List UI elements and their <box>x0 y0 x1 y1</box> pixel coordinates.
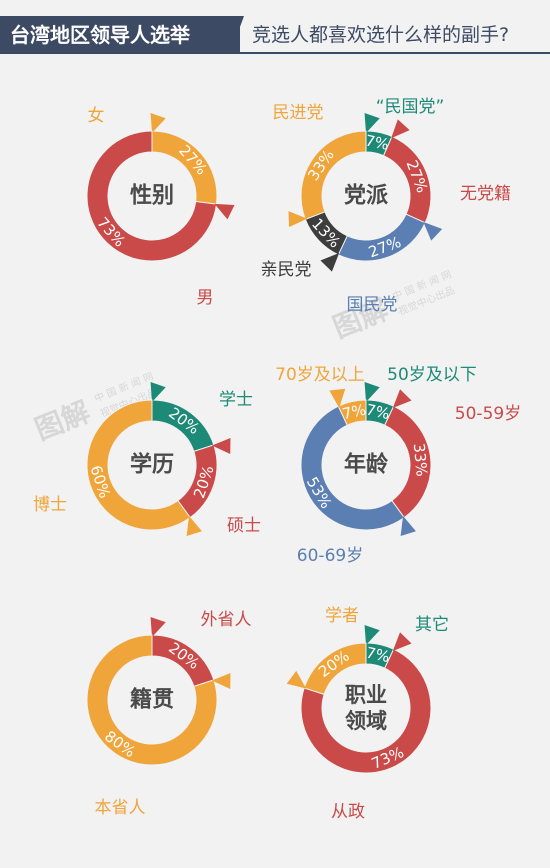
page-title: 台湾地区领导人选举 <box>0 16 240 54</box>
donut-slice <box>337 399 367 426</box>
slice-category-label: 学士 <box>219 390 253 410</box>
title-bar: 台湾地区领导人选举 竞选人都喜欢选什么样的副手? <box>0 16 550 54</box>
slice-pointer <box>288 211 308 228</box>
donut-slice <box>86 634 218 766</box>
slice-category-label: 从政 <box>331 802 365 822</box>
donut-center-label-line1: 职业 <box>345 683 387 707</box>
donut-center-label: 性别 <box>130 184 174 209</box>
slice-category-label: 博士 <box>33 495 67 515</box>
slice-category-label: 国民党 <box>347 295 398 315</box>
slice-pointer <box>329 388 346 408</box>
page-subtitle: 竞选人都喜欢选什么样的副手? <box>252 24 510 46</box>
slice-category-label: 无党籍 <box>460 184 511 204</box>
donut-slice <box>300 130 367 220</box>
donut-center-label: 党派 <box>344 184 388 209</box>
slice-pointer <box>186 515 202 537</box>
slice-pointer <box>320 252 340 272</box>
slice-pointer <box>400 515 416 537</box>
donut-center-label: 年龄 <box>344 452 389 478</box>
slice-category-label: 50-59岁 <box>455 404 521 424</box>
slice-category-label: 女 <box>88 106 105 126</box>
slice-pointer <box>150 382 166 402</box>
slice-pointer <box>392 389 412 408</box>
slice-category-label: 其它 <box>415 615 449 635</box>
donut-slice <box>300 648 432 774</box>
slice-percent-label: 7% <box>364 131 391 153</box>
slice-category-label: 男 <box>197 288 214 308</box>
donut-chart-1: 27%女73%男性别 <box>86 106 235 308</box>
slice-pointer <box>211 437 231 455</box>
slice-pointer <box>423 222 443 241</box>
watermark-brand: 图解 <box>30 395 94 447</box>
slice-category-label: 外省人 <box>201 610 252 630</box>
title-slash-decoration <box>230 16 244 54</box>
slice-category-label: “民国党” <box>376 97 445 117</box>
slice-percent-label: 7% <box>364 400 391 423</box>
donut-center-label-line2: 领域 <box>345 709 387 733</box>
slice-category-label: 70岁及以上 <box>275 365 365 385</box>
slice-pointer <box>214 203 235 220</box>
slice-percent-label: 7% <box>341 400 368 423</box>
slice-category-label: 50岁及以下 <box>387 365 477 385</box>
donut-slice <box>86 130 218 262</box>
slice-pointer <box>391 119 410 139</box>
slice-pointer <box>364 382 380 402</box>
slice-pointer <box>150 113 166 133</box>
donut-slice <box>86 399 191 531</box>
donut-center-label: 学历 <box>130 452 174 478</box>
slice-pointer <box>364 113 380 133</box>
slice-pointer <box>150 617 166 637</box>
slice-category-label: 民进党 <box>273 103 324 123</box>
donut-slice <box>300 405 405 531</box>
slice-pointer <box>286 670 307 689</box>
slice-percent-label: 7% <box>364 643 391 666</box>
title-underline <box>0 52 550 54</box>
slice-category-label: 亲民党 <box>261 260 312 280</box>
slice-category-label: 60-69岁 <box>297 546 363 566</box>
slice-category-label: 学者 <box>325 606 359 626</box>
slice-category-label: 硕士 <box>227 516 261 536</box>
slice-pointer <box>211 672 231 690</box>
slice-pointer <box>392 632 412 651</box>
slice-category-label: 本省人 <box>95 798 146 818</box>
donut-slice <box>303 642 367 696</box>
donut-center-label: 籍贯 <box>130 687 174 713</box>
slice-pointer <box>364 625 380 645</box>
slice-percent-label: 33% <box>410 442 431 477</box>
